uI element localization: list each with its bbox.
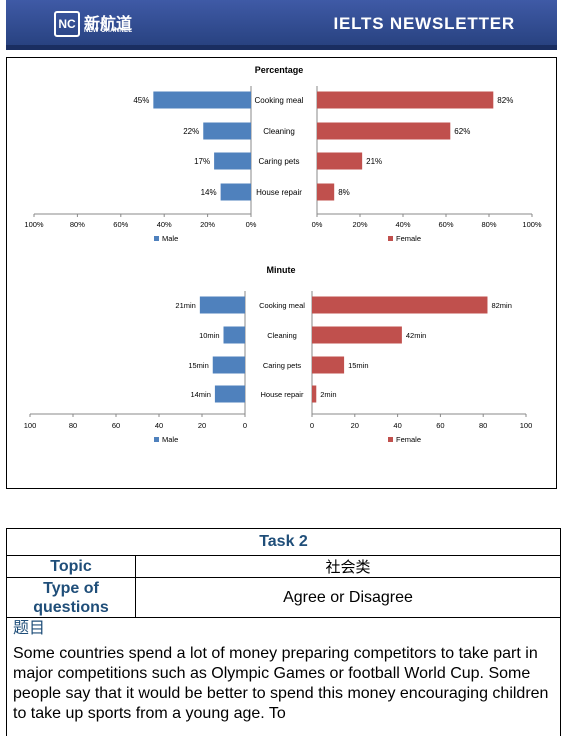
female-bar xyxy=(317,91,494,109)
prompt-text: Some countries spend a lot of money prep… xyxy=(13,645,549,722)
male-data-label: 45% xyxy=(133,96,149,105)
male-bar xyxy=(214,385,245,403)
newsletter-header: NC 新航道 NEW CHANNEL IELTS NEWSLETTER xyxy=(6,0,557,50)
chart-frame: Percentage 100% 80% 60% 40% 20% 0% 0% 20% 40% 60% 8… xyxy=(6,57,557,489)
tick-label: 100 xyxy=(520,421,533,430)
chart-title: Percentage xyxy=(255,65,304,75)
tick-label: 100 xyxy=(24,421,37,430)
legend-label-female: Female xyxy=(396,234,421,243)
tick-label: 80 xyxy=(69,421,77,430)
male-bar xyxy=(203,122,251,140)
tick-label: 80% xyxy=(70,220,85,229)
female-data-label: 42min xyxy=(406,331,426,340)
category-label: Cleaning xyxy=(267,331,297,340)
male-data-label: 10min xyxy=(199,331,219,340)
tick-label: 60% xyxy=(438,220,453,229)
question-type-value: Agree or Disagree xyxy=(135,577,561,618)
female-bar xyxy=(312,385,317,403)
tick-label: 60 xyxy=(112,421,120,430)
tick-label: 0% xyxy=(312,220,323,229)
chart-title: Minute xyxy=(267,265,296,275)
female-data-label: 62% xyxy=(454,127,470,136)
prompt-label: 题目 xyxy=(13,618,46,637)
task-table: Task 2 Topic 社会类 Type of questions Agree… xyxy=(6,528,561,618)
female-bar xyxy=(312,326,402,344)
female-data-label: 82min xyxy=(491,301,511,310)
male-bar xyxy=(214,152,251,170)
topic-value: 社会类 xyxy=(135,555,561,578)
category-label: Cooking meal xyxy=(255,96,304,105)
male-bar xyxy=(220,183,251,201)
task-prompt: 题目 Some countries spend a lot of money p… xyxy=(6,616,561,736)
tick-label: 80% xyxy=(481,220,496,229)
legend-swatch-female xyxy=(388,236,393,241)
task-heading: Task 2 xyxy=(6,528,561,556)
tick-label: 40 xyxy=(393,421,401,430)
female-bar xyxy=(312,356,345,374)
male-data-label: 14min xyxy=(190,390,210,399)
topic-label: Topic xyxy=(6,555,136,578)
header-divider xyxy=(6,45,557,50)
male-data-label: 21min xyxy=(175,301,195,310)
category-label: House repair xyxy=(256,188,302,197)
tick-label: 40% xyxy=(395,220,410,229)
legend-label-male: Male xyxy=(162,435,178,444)
question-type-label: Type of questions xyxy=(6,577,136,618)
female-data-label: 15min xyxy=(348,361,368,370)
category-label: Cooking meal xyxy=(259,301,305,310)
male-bar xyxy=(153,91,251,109)
female-bar xyxy=(317,183,335,201)
tick-label: 20 xyxy=(351,421,359,430)
tick-label: 20% xyxy=(352,220,367,229)
tick-label: 40 xyxy=(155,421,163,430)
category-label: Caring pets xyxy=(259,157,300,166)
male-bar xyxy=(212,356,245,374)
legend-label-female: Female xyxy=(396,435,421,444)
tick-label: 60 xyxy=(436,421,444,430)
tick-label: 60% xyxy=(113,220,128,229)
logo-english-name: NEW CHANNEL xyxy=(84,28,133,34)
tick-label: 20% xyxy=(200,220,215,229)
female-data-label: 8% xyxy=(338,188,350,197)
logo-mark: NC xyxy=(54,11,80,37)
legend-swatch-female xyxy=(388,437,393,442)
male-data-label: 22% xyxy=(183,127,199,136)
male-data-label: 14% xyxy=(201,188,217,197)
tick-label: 20 xyxy=(198,421,206,430)
male-data-label: 17% xyxy=(194,157,210,166)
category-label: House repair xyxy=(261,390,304,399)
male-bar xyxy=(199,296,245,314)
newsletter-title: IELTS NEWSLETTER xyxy=(333,14,515,33)
female-bar xyxy=(317,122,451,140)
legend-label-male: Male xyxy=(162,234,178,243)
female-bar xyxy=(317,152,363,170)
category-label: Cleaning xyxy=(263,127,295,136)
male-bar xyxy=(223,326,245,344)
female-data-label: 2min xyxy=(320,390,336,399)
tick-label: 0 xyxy=(243,421,247,430)
legend-swatch-male xyxy=(154,236,159,241)
tick-label: 0% xyxy=(246,220,257,229)
male-data-label: 15min xyxy=(188,361,208,370)
logo-chinese-name: 新航道 xyxy=(84,14,133,33)
tick-label: 80 xyxy=(479,421,487,430)
category-label: Caring pets xyxy=(263,361,302,370)
female-data-label: 82% xyxy=(497,96,513,105)
female-bar xyxy=(312,296,488,314)
tick-label: 0 xyxy=(310,421,314,430)
female-data-label: 21% xyxy=(366,157,382,166)
legend-swatch-male xyxy=(154,437,159,442)
tick-label: 100% xyxy=(24,220,44,229)
charts-canvas: Percentage 100% 80% 60% 40% 20% 0% 0% 20% 40% 60% 8… xyxy=(24,65,542,444)
tick-label: 100% xyxy=(522,220,542,229)
tick-label: 40% xyxy=(157,220,172,229)
